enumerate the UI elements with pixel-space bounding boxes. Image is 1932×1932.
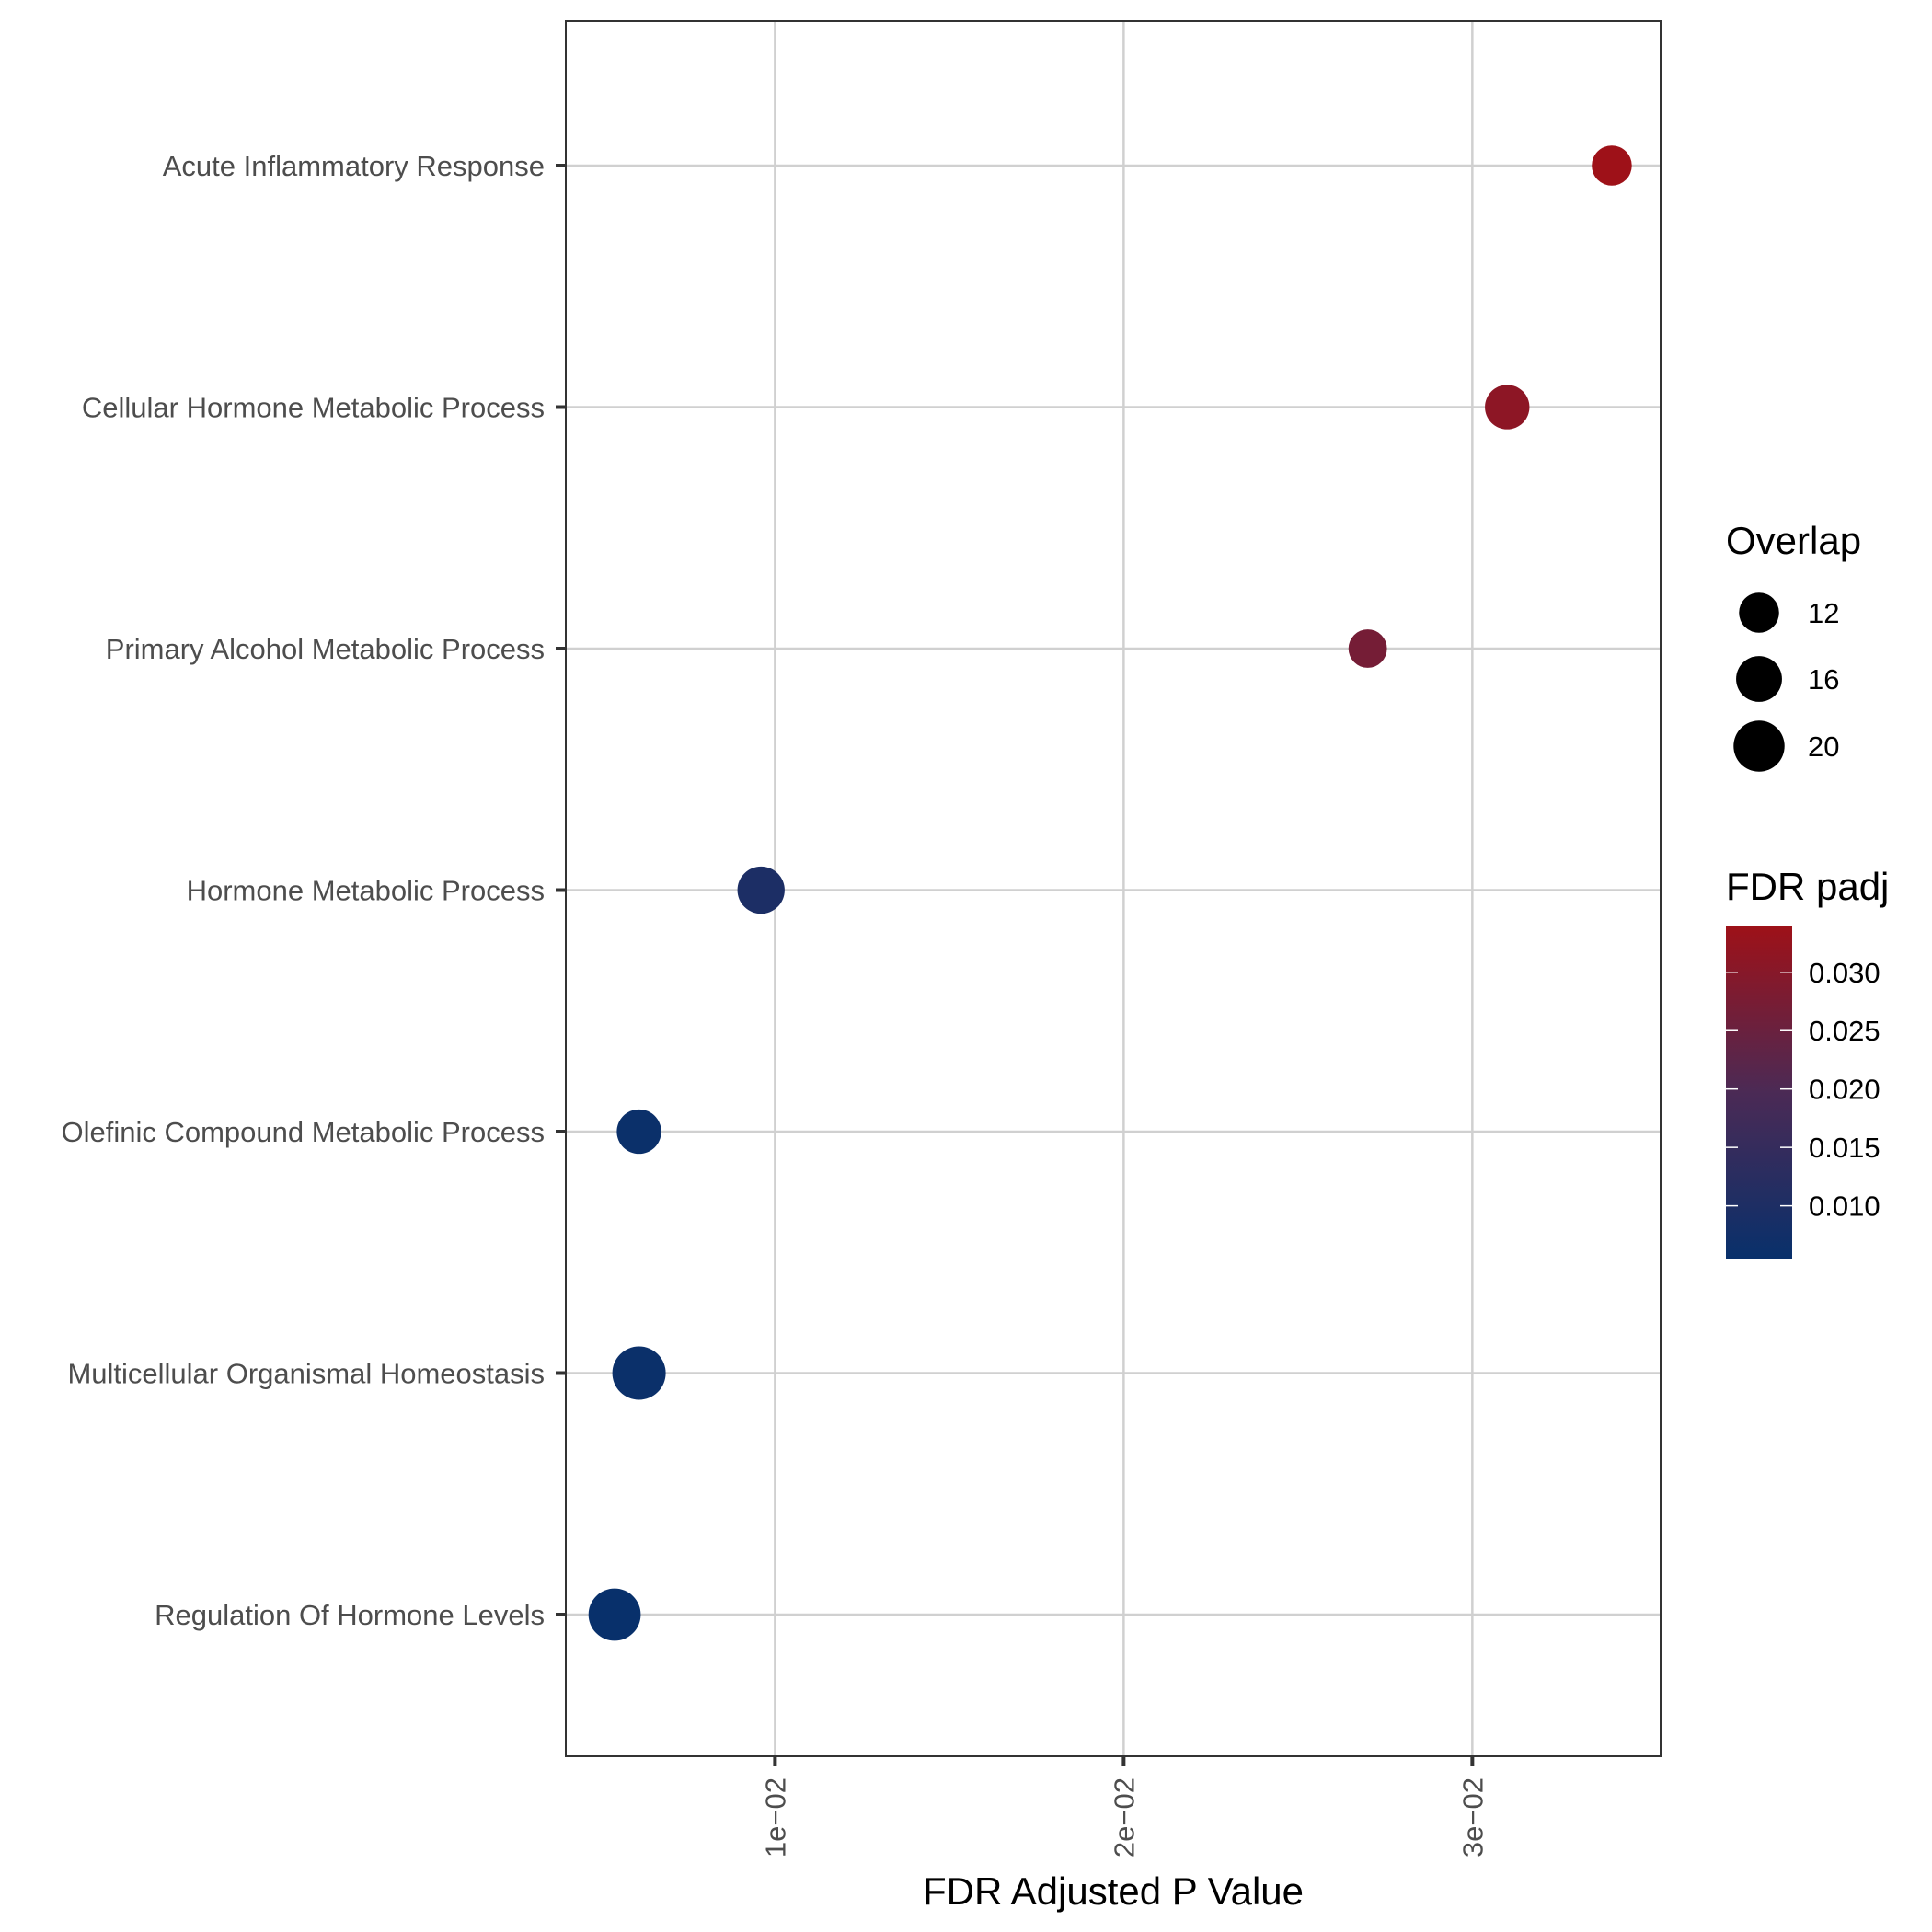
- x-tick-label: 1e−02: [759, 1777, 791, 1857]
- data-point: [588, 1588, 641, 1641]
- data-point: [737, 866, 785, 914]
- colorbar-label: 0.030: [1809, 957, 1880, 989]
- y-tick-label: Regulation Of Hormone Levels: [155, 1599, 545, 1631]
- x-tick-label: 3e−02: [1456, 1777, 1489, 1857]
- x-axis: 1e−02 2e−02 3e−02: [759, 1756, 1489, 1857]
- size-legend-symbol: [1733, 720, 1785, 772]
- size-legend: Overlap 12 16 20: [1726, 519, 1861, 772]
- data-point: [1348, 629, 1387, 668]
- size-legend-label: 12: [1808, 597, 1839, 629]
- colorbar-label: 0.015: [1809, 1132, 1880, 1164]
- color-legend-title: FDR padj: [1726, 865, 1889, 908]
- size-legend-symbol: [1736, 656, 1782, 702]
- y-tick-label: Primary Alcohol Metabolic Process: [106, 633, 545, 665]
- y-tick-label: Olefinic Compound Metabolic Process: [61, 1116, 545, 1148]
- y-tick-label: Multicellular Organismal Homeostasis: [67, 1358, 545, 1390]
- data-point: [1592, 145, 1632, 186]
- plot-border: [565, 20, 1662, 1757]
- colorbar-label: 0.025: [1809, 1015, 1880, 1047]
- point-layer: [588, 145, 1632, 1641]
- size-legend-symbol: [1739, 592, 1779, 633]
- colorbar: [1726, 926, 1792, 1259]
- y-tick-label: Acute Inflammatory Response: [163, 150, 545, 182]
- y-tick-label: Hormone Metabolic Process: [187, 875, 545, 907]
- y-tick-label: Cellular Hormone Metabolic Process: [82, 392, 545, 424]
- size-legend-label: 16: [1808, 663, 1839, 696]
- grid-layer: [566, 21, 1661, 1756]
- size-legend-title: Overlap: [1726, 519, 1861, 562]
- y-axis: Acute Inflammatory Response Cellular Horm…: [61, 150, 566, 1631]
- x-axis-title: FDR Adjusted P Value: [923, 1869, 1304, 1913]
- size-legend-label: 20: [1808, 730, 1839, 763]
- data-point: [612, 1346, 666, 1400]
- color-legend: FDR padj 0.010 0.015 0.020 0.025 0.030: [1726, 865, 1889, 1259]
- data-point: [1485, 385, 1530, 430]
- x-tick-label: 2e−02: [1108, 1777, 1140, 1857]
- data-point: [616, 1109, 661, 1155]
- colorbar-label: 0.010: [1809, 1190, 1880, 1223]
- colorbar-label: 0.020: [1809, 1074, 1880, 1106]
